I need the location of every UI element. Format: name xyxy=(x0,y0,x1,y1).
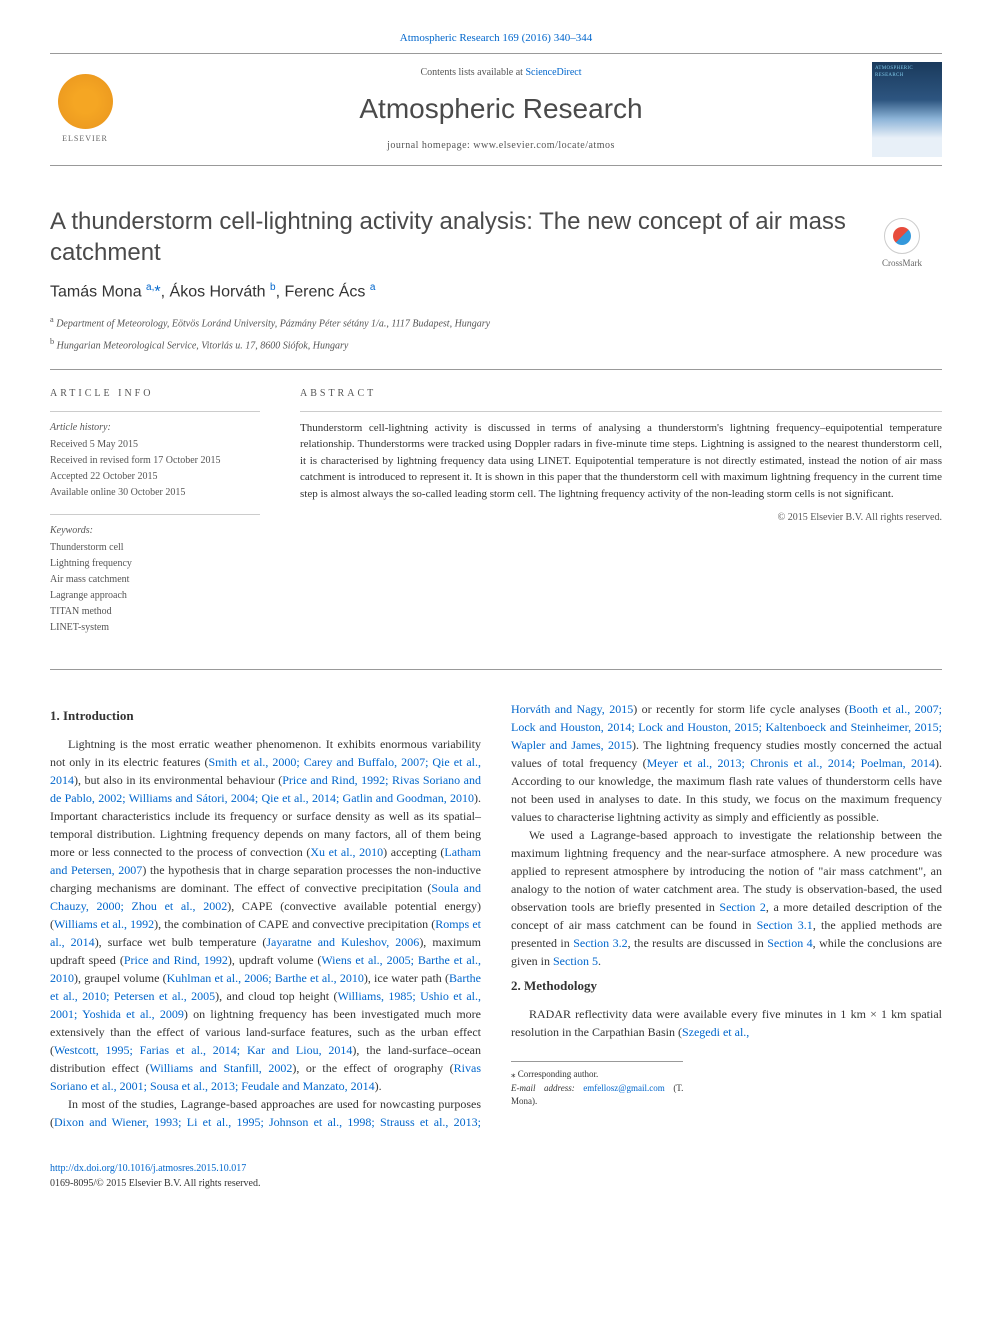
keyword-2: Air mass catchment xyxy=(50,572,260,587)
keyword-1: Lightning frequency xyxy=(50,556,260,571)
methodology-heading: 2. Methodology xyxy=(511,976,942,996)
body-columns: 1. Introduction Lightning is the most er… xyxy=(50,700,942,1132)
crossmark-label: CrossMark xyxy=(882,257,922,271)
article-info-heading: ARTICLE INFO xyxy=(50,386,260,401)
elsevier-logo: ELSEVIER xyxy=(50,69,120,149)
cite-link[interactable]: Latham and Petersen, 2007 xyxy=(50,845,481,877)
abstract-heading: ABSTRACT xyxy=(300,386,942,401)
elsevier-label: ELSEVIER xyxy=(62,133,108,145)
info-rule xyxy=(50,411,260,412)
section-link[interactable]: Section 2 xyxy=(719,900,766,914)
crossmark-badge[interactable]: CrossMark xyxy=(862,218,942,278)
corresp-email-label: E-mail address: xyxy=(511,1083,575,1093)
section-rule-2 xyxy=(50,669,942,670)
article-info: ARTICLE INFO Article history: Received 5… xyxy=(50,386,260,649)
section-link[interactable]: Section 3.1 xyxy=(757,918,813,932)
issn-line: 0169-8095/© 2015 Elsevier B.V. All right… xyxy=(50,1176,942,1191)
corresp-email-link[interactable]: emfellosz@gmail.com xyxy=(583,1083,665,1093)
copyright: © 2015 Elsevier B.V. All rights reserved… xyxy=(300,510,942,525)
cite-link[interactable]: Williams et al., 1992 xyxy=(54,917,154,931)
history-received: Received 5 May 2015 xyxy=(50,437,260,452)
elsevier-tree-icon xyxy=(58,74,113,129)
doi-link[interactable]: http://dx.doi.org/10.1016/j.atmosres.201… xyxy=(50,1163,246,1174)
authors-line: Tamás Mona a,*, Ákos Horváth b, Ferenc Á… xyxy=(50,280,942,304)
journal-reference: Atmospheric Research 169 (2016) 340–344 xyxy=(50,30,942,47)
cite-link[interactable]: Meyer et al., 2013; Chronis et al., 2014… xyxy=(647,756,935,770)
contents-lists-line: Contents lists available at ScienceDirec… xyxy=(130,65,872,80)
method-para-1: RADAR reflectivity data were available e… xyxy=(511,1005,942,1041)
cite-link[interactable]: Jayaratne and Kuleshov, 2006 xyxy=(266,935,419,949)
affiliation-b: b Hungarian Meteorological Service, Vito… xyxy=(50,336,942,353)
affiliation-a: a Department of Meteorology, Eötvös Lorá… xyxy=(50,314,942,331)
keyword-4: TITAN method xyxy=(50,604,260,619)
keyword-3: Lagrange approach xyxy=(50,588,260,603)
intro-heading: 1. Introduction xyxy=(50,706,481,726)
journal-homepage: journal homepage: www.elsevier.com/locat… xyxy=(130,138,872,153)
crossmark-icon xyxy=(884,218,920,254)
corresponding-author: ⁎ Corresponding author. E-mail address: … xyxy=(511,1061,683,1109)
history-online: Available online 30 October 2015 xyxy=(50,485,260,500)
cite-link[interactable]: Kuhlman et al., 2006; Barthe et al., 201… xyxy=(167,971,364,985)
keywords-block: Keywords: Thunderstorm cell Lightning fr… xyxy=(50,523,260,635)
info-rule-2 xyxy=(50,514,260,515)
corresp-label: ⁎ Corresponding author. xyxy=(511,1068,683,1082)
cite-link[interactable]: Xu et al., 2010 xyxy=(310,845,383,859)
article-history: Article history: Received 5 May 2015 Rec… xyxy=(50,420,260,500)
history-accepted: Accepted 22 October 2015 xyxy=(50,469,260,484)
intro-para-3: We used a Lagrange-based approach to inv… xyxy=(511,826,942,970)
journal-ref-text: Atmospheric Research 169 (2016) 340–344 xyxy=(400,32,592,44)
cite-link[interactable]: Price and Rind, 1992; Rivas Soriano and … xyxy=(50,773,481,805)
keyword-0: Thunderstorm cell xyxy=(50,540,260,555)
page-footer: http://dx.doi.org/10.1016/j.atmosres.201… xyxy=(50,1161,942,1191)
section-rule xyxy=(50,369,942,370)
keyword-5: LINET-system xyxy=(50,620,260,635)
section-link[interactable]: Section 5 xyxy=(553,954,598,968)
cite-link[interactable]: Soula and Chauzy, 2000; Zhou et al., 200… xyxy=(50,881,481,913)
section-link[interactable]: Section 4 xyxy=(767,936,812,950)
cite-link[interactable]: Price and Rind, 1992 xyxy=(124,953,228,967)
journal-title: Atmospheric Research xyxy=(130,88,872,130)
abstract-rule xyxy=(300,411,942,412)
cite-link[interactable]: Williams and Stanfill, 2002 xyxy=(150,1061,293,1075)
cite-link[interactable]: Szegedi et al., xyxy=(682,1025,749,1039)
affiliation-a-text: Department of Meteorology, Eötvös Loránd… xyxy=(56,319,490,330)
abstract: ABSTRACT Thunderstorm cell-lightning act… xyxy=(300,386,942,649)
journal-cover-image: ATMOSPHERIC RESEARCH xyxy=(872,62,942,157)
article-title: A thunderstorm cell-lightning activity a… xyxy=(50,206,942,268)
info-abstract-row: ARTICLE INFO Article history: Received 5… xyxy=(50,386,942,649)
sciencedirect-link[interactable]: ScienceDirect xyxy=(525,67,581,78)
section-link[interactable]: Section 3.2 xyxy=(573,936,627,950)
journal-header-box: ELSEVIER Contents lists available at Sci… xyxy=(50,53,942,166)
history-revised: Received in revised form 17 October 2015 xyxy=(50,453,260,468)
intro-para-1: Lightning is the most erratic weather ph… xyxy=(50,735,481,1095)
corresp-email-line: E-mail address: emfellosz@gmail.com (T. … xyxy=(511,1082,683,1109)
abstract-text: Thunderstorm cell-lightning activity is … xyxy=(300,420,942,503)
history-heading: Article history: xyxy=(50,420,260,435)
cite-link[interactable]: Westcott, 1995; Farias et al., 2014; Kar… xyxy=(54,1043,352,1057)
cover-label: ATMOSPHERIC RESEARCH xyxy=(875,65,942,80)
keywords-heading: Keywords: xyxy=(50,523,260,538)
journal-center: Contents lists available at ScienceDirec… xyxy=(130,65,872,153)
affiliation-b-text: Hungarian Meteorological Service, Vitorl… xyxy=(57,340,349,351)
contents-text: Contents lists available at xyxy=(420,67,525,78)
